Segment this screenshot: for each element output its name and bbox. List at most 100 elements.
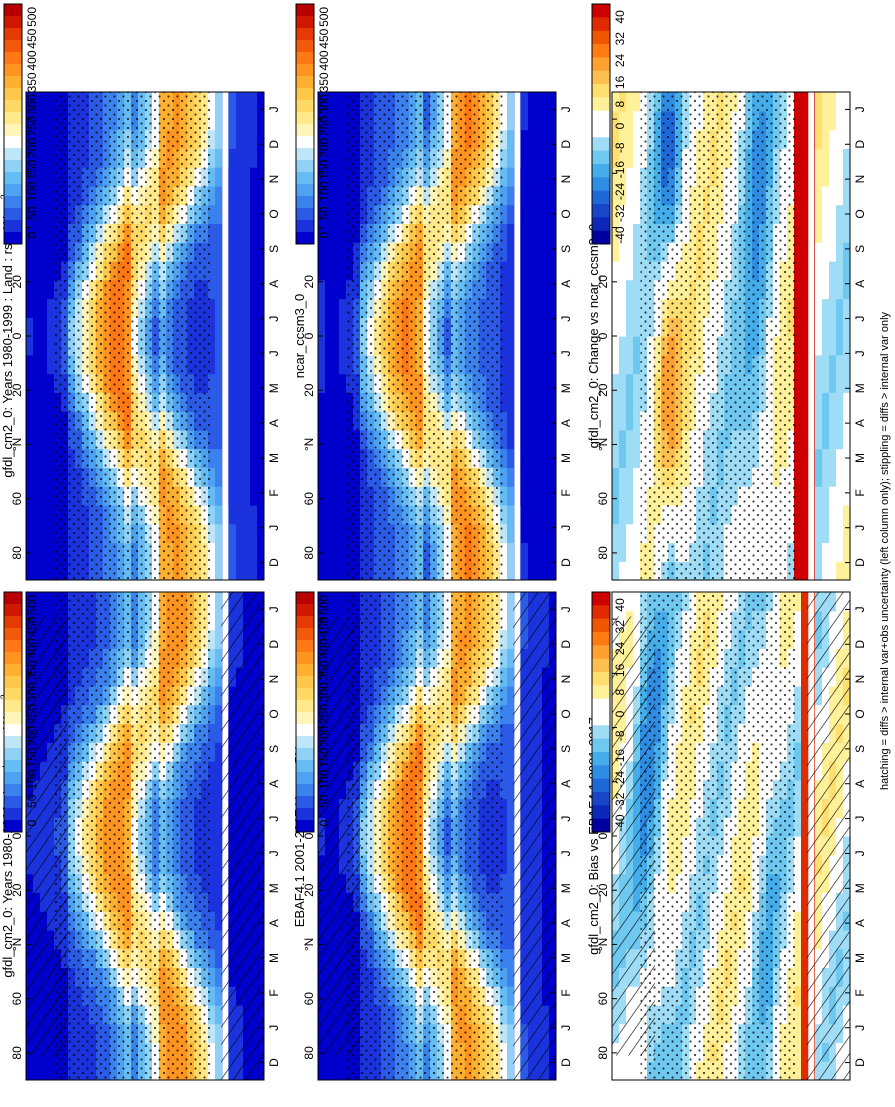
heatmap-cell	[215, 430, 223, 449]
heatmap-cell	[619, 430, 627, 449]
heatmap-cell	[325, 449, 333, 468]
heatmap-cell	[26, 280, 34, 299]
heatmap-cell	[332, 280, 340, 299]
heatmap-cell	[33, 242, 41, 261]
colorbar-segment	[296, 100, 314, 113]
heatmap-cell	[250, 505, 258, 524]
heatmap-cell	[528, 223, 536, 242]
colorbar-segment	[4, 4, 22, 17]
heatmap-cell	[528, 392, 536, 411]
heatmap-cell	[325, 1061, 333, 1080]
stippling-overlay	[641, 592, 798, 1080]
heatmap-cell	[521, 336, 529, 355]
heatmap-field	[612, 92, 851, 581]
x-tick-label: F	[267, 489, 281, 496]
heatmap-cell	[626, 374, 634, 393]
x-tick-label: A	[559, 280, 573, 288]
colorbar-segment	[296, 52, 314, 65]
heatmap-cell	[325, 317, 333, 336]
colorbar-segment	[296, 148, 314, 161]
heatmap-cell	[318, 505, 326, 524]
heatmap-cell	[40, 336, 48, 355]
x-tick-label: O	[853, 709, 867, 718]
heatmap-cell	[332, 392, 340, 411]
heatmap-cell	[325, 242, 333, 261]
heatmap-cell	[243, 374, 251, 393]
heatmap-cell	[250, 242, 258, 261]
heatmap-cell	[633, 486, 641, 505]
heatmap-cell	[236, 449, 244, 468]
heatmap-cell	[528, 467, 536, 486]
heatmap-cell	[229, 336, 237, 355]
heatmap-cell	[521, 280, 529, 299]
heatmap-cell	[507, 130, 515, 149]
colorbar-segment	[4, 16, 22, 29]
heatmap-cell	[40, 1061, 48, 1080]
y-tick-label: 60	[302, 492, 316, 506]
heatmap-cell	[33, 486, 41, 505]
heatmap-cell	[236, 392, 244, 411]
heatmap-cell	[528, 148, 536, 167]
colorbar-segment	[4, 232, 22, 245]
heatmap-cell	[215, 186, 223, 205]
heatmap-cell	[33, 449, 41, 468]
x-tick-label: M	[853, 953, 867, 963]
heatmap-cell	[549, 543, 557, 562]
heatmap-cell	[33, 1061, 41, 1080]
heatmap-cell	[542, 392, 550, 411]
x-tick-label: M	[559, 953, 573, 963]
heatmap-cell	[339, 449, 347, 468]
heatmap-cell	[339, 543, 347, 562]
heatmap-cell	[542, 336, 550, 355]
x-tick-label: J	[559, 850, 573, 856]
heatmap-cell	[626, 223, 634, 242]
heatmap-cell	[332, 561, 340, 580]
heatmap-cell	[26, 336, 34, 355]
heatmap-cell	[542, 411, 550, 430]
heatmap-cell	[339, 148, 347, 167]
heatmap-cell	[250, 336, 258, 355]
heatmap-cell	[318, 242, 326, 261]
colorbar-label: 250	[25, 704, 39, 724]
heatmap-cell	[325, 261, 333, 280]
heatmap-cell	[633, 186, 641, 205]
heatmap-cell	[332, 543, 340, 562]
heatmap-cell	[33, 392, 41, 411]
heatmap-cell	[626, 167, 634, 186]
heatmap-cell	[549, 186, 557, 205]
heatmap-cell	[612, 1061, 620, 1080]
heatmap-cell	[535, 449, 543, 468]
heatmap-cell	[236, 148, 244, 167]
y-tick-label: 80	[302, 1046, 316, 1060]
heatmap-cell	[47, 449, 55, 468]
heatmap-cell	[612, 467, 620, 486]
heatmap-cell	[257, 280, 265, 299]
x-tick-label: M	[559, 883, 573, 893]
heatmap-cell	[332, 1061, 340, 1080]
heatmap-cell	[215, 467, 223, 486]
colorbar-segment	[4, 208, 22, 221]
heatmap-cell	[47, 111, 55, 130]
x-tick-label: M	[559, 383, 573, 393]
heatmap-cell	[215, 505, 223, 524]
heatmap-cell	[250, 167, 258, 186]
heatmap-cell	[542, 505, 550, 524]
heatmap-cell	[250, 130, 258, 149]
heatmap-cell	[236, 261, 244, 280]
heatmap-cell	[40, 261, 48, 280]
heatmap-cell	[339, 1061, 347, 1080]
colorbar-segment	[296, 76, 314, 89]
heatmap-cell	[332, 148, 340, 167]
heatmap-cell	[40, 317, 48, 336]
heatmap-cell	[633, 261, 641, 280]
x-tick-label: S	[853, 745, 867, 753]
x-tick-label: O	[267, 709, 281, 718]
heatmap-cell	[626, 449, 634, 468]
heatmap-cell	[26, 299, 34, 318]
colorbar-label: 400	[25, 50, 39, 70]
heatmap-cell	[626, 592, 634, 611]
heatmap-cell	[236, 223, 244, 242]
heatmap-field	[26, 92, 265, 581]
heatmap-cell	[633, 543, 641, 562]
colorbar-segment	[296, 232, 314, 245]
